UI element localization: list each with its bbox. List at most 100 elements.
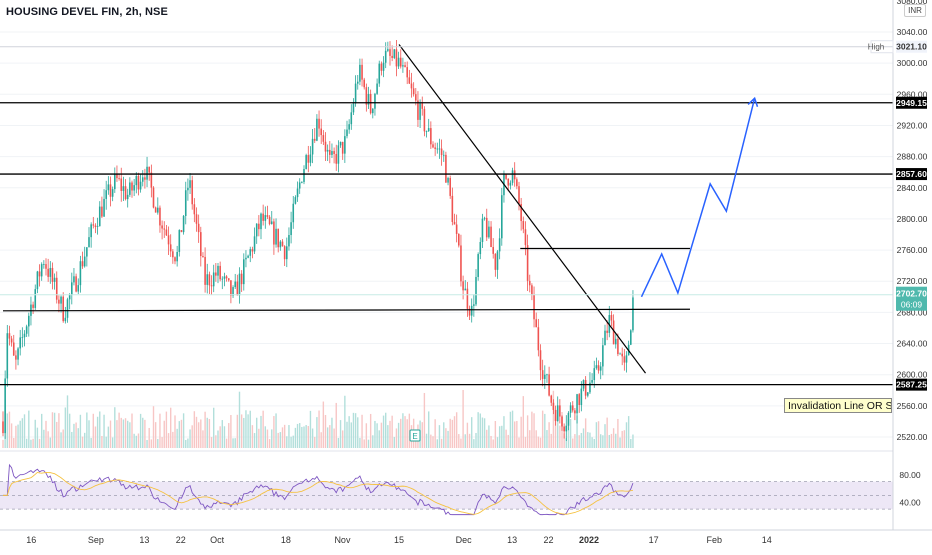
volume-bar [606, 417, 608, 448]
volume-bar [253, 433, 256, 448]
candle-body [77, 285, 80, 292]
candle-body [361, 64, 363, 80]
candle-body [118, 178, 120, 179]
volume-bar [92, 413, 94, 448]
candle-body [518, 186, 520, 204]
volume-bar [290, 436, 292, 448]
candle-body [249, 249, 252, 256]
volume-bar [584, 418, 587, 448]
volume-bar [200, 419, 202, 448]
volume-bar [45, 420, 47, 448]
candle-body [617, 338, 619, 355]
volume-bar [28, 410, 30, 448]
candle-body [447, 178, 449, 183]
volume-bar [51, 412, 54, 448]
candle-body [477, 254, 479, 277]
volume-bar [337, 437, 340, 448]
volume-bar [137, 433, 140, 448]
volume-bar [445, 428, 447, 448]
volume-bar [204, 411, 206, 448]
volume-bar [572, 438, 574, 448]
candle-body [630, 330, 632, 345]
volume-bar [554, 415, 557, 448]
volume-bar [600, 434, 602, 448]
volume-bar [148, 427, 150, 448]
candle-body [137, 176, 140, 190]
candle-body [169, 244, 172, 252]
volume-bar [610, 433, 613, 448]
level-tag-2587-text: 2587.25 [896, 380, 927, 390]
candle-body [410, 83, 413, 89]
candle-body [298, 182, 301, 189]
volume-bar [580, 432, 583, 448]
candle-body [174, 257, 176, 262]
volume-bar [365, 423, 368, 448]
volume-bar [608, 434, 610, 448]
volume-bar [617, 418, 619, 448]
volume-bar [19, 420, 21, 448]
volume-bar [195, 416, 198, 448]
volume-bar [286, 436, 288, 448]
volume-bar [185, 439, 187, 448]
bar-countdown-text: 06:09 [901, 300, 923, 310]
candle-body [94, 225, 97, 227]
volume-bar [331, 417, 333, 448]
rsi-pane [0, 450, 893, 516]
volume-bar [404, 416, 406, 448]
volume-bar [526, 415, 529, 448]
candle-body [526, 245, 529, 281]
volume-bar [23, 414, 26, 448]
candle-body [516, 179, 518, 187]
time-tick-label: 22 [544, 535, 554, 545]
candle-body [571, 405, 574, 411]
candle-body [296, 188, 299, 198]
candle-body [90, 224, 92, 238]
volume-bar [68, 413, 71, 448]
volume-bar [2, 439, 4, 448]
candle-body [483, 217, 486, 219]
downtrend-line [398, 44, 647, 374]
candle-body [133, 185, 135, 191]
volume-bar [49, 437, 51, 448]
volume-bar [533, 413, 535, 448]
candle-body [425, 131, 428, 132]
candle-body [541, 370, 544, 379]
candle-body [98, 206, 101, 227]
volume-bar [299, 423, 301, 448]
candle-body [51, 267, 54, 282]
candle-body [212, 272, 215, 287]
volume-bar [268, 439, 271, 448]
invalidation-note[interactable]: Invalidation Line OR SL fo [784, 398, 892, 413]
high-price-tag-bg [896, 40, 927, 53]
candle-body [565, 425, 568, 432]
candle-body [204, 256, 206, 285]
volume-bar [539, 437, 542, 448]
volume-bar [623, 430, 626, 448]
volume-bar [96, 416, 99, 448]
volume-bar [114, 407, 116, 448]
price-tick-label: 2800.00 [897, 214, 928, 224]
candle-body [47, 268, 49, 277]
volume-bar [589, 432, 591, 448]
volume-bar [395, 428, 398, 448]
volume-bar [191, 425, 193, 448]
level-tag-2857: 2857.60 [896, 168, 927, 181]
volume-bar [174, 415, 176, 448]
volume-bar [38, 438, 41, 448]
volume-bar [451, 419, 454, 448]
volume-bar [567, 419, 570, 448]
horizontal-levels [0, 102, 893, 386]
volume-bar [161, 437, 163, 448]
volume-bar [107, 426, 110, 448]
candle-body [83, 256, 86, 267]
volume-bar [135, 435, 137, 448]
volume-bar [75, 422, 77, 448]
currency-badge[interactable]: INR [904, 4, 926, 17]
volume-bar [503, 416, 505, 448]
volume-bar [15, 425, 17, 448]
volume-bar [288, 425, 290, 448]
high-label-box [870, 40, 894, 54]
volume-bar [240, 414, 243, 448]
